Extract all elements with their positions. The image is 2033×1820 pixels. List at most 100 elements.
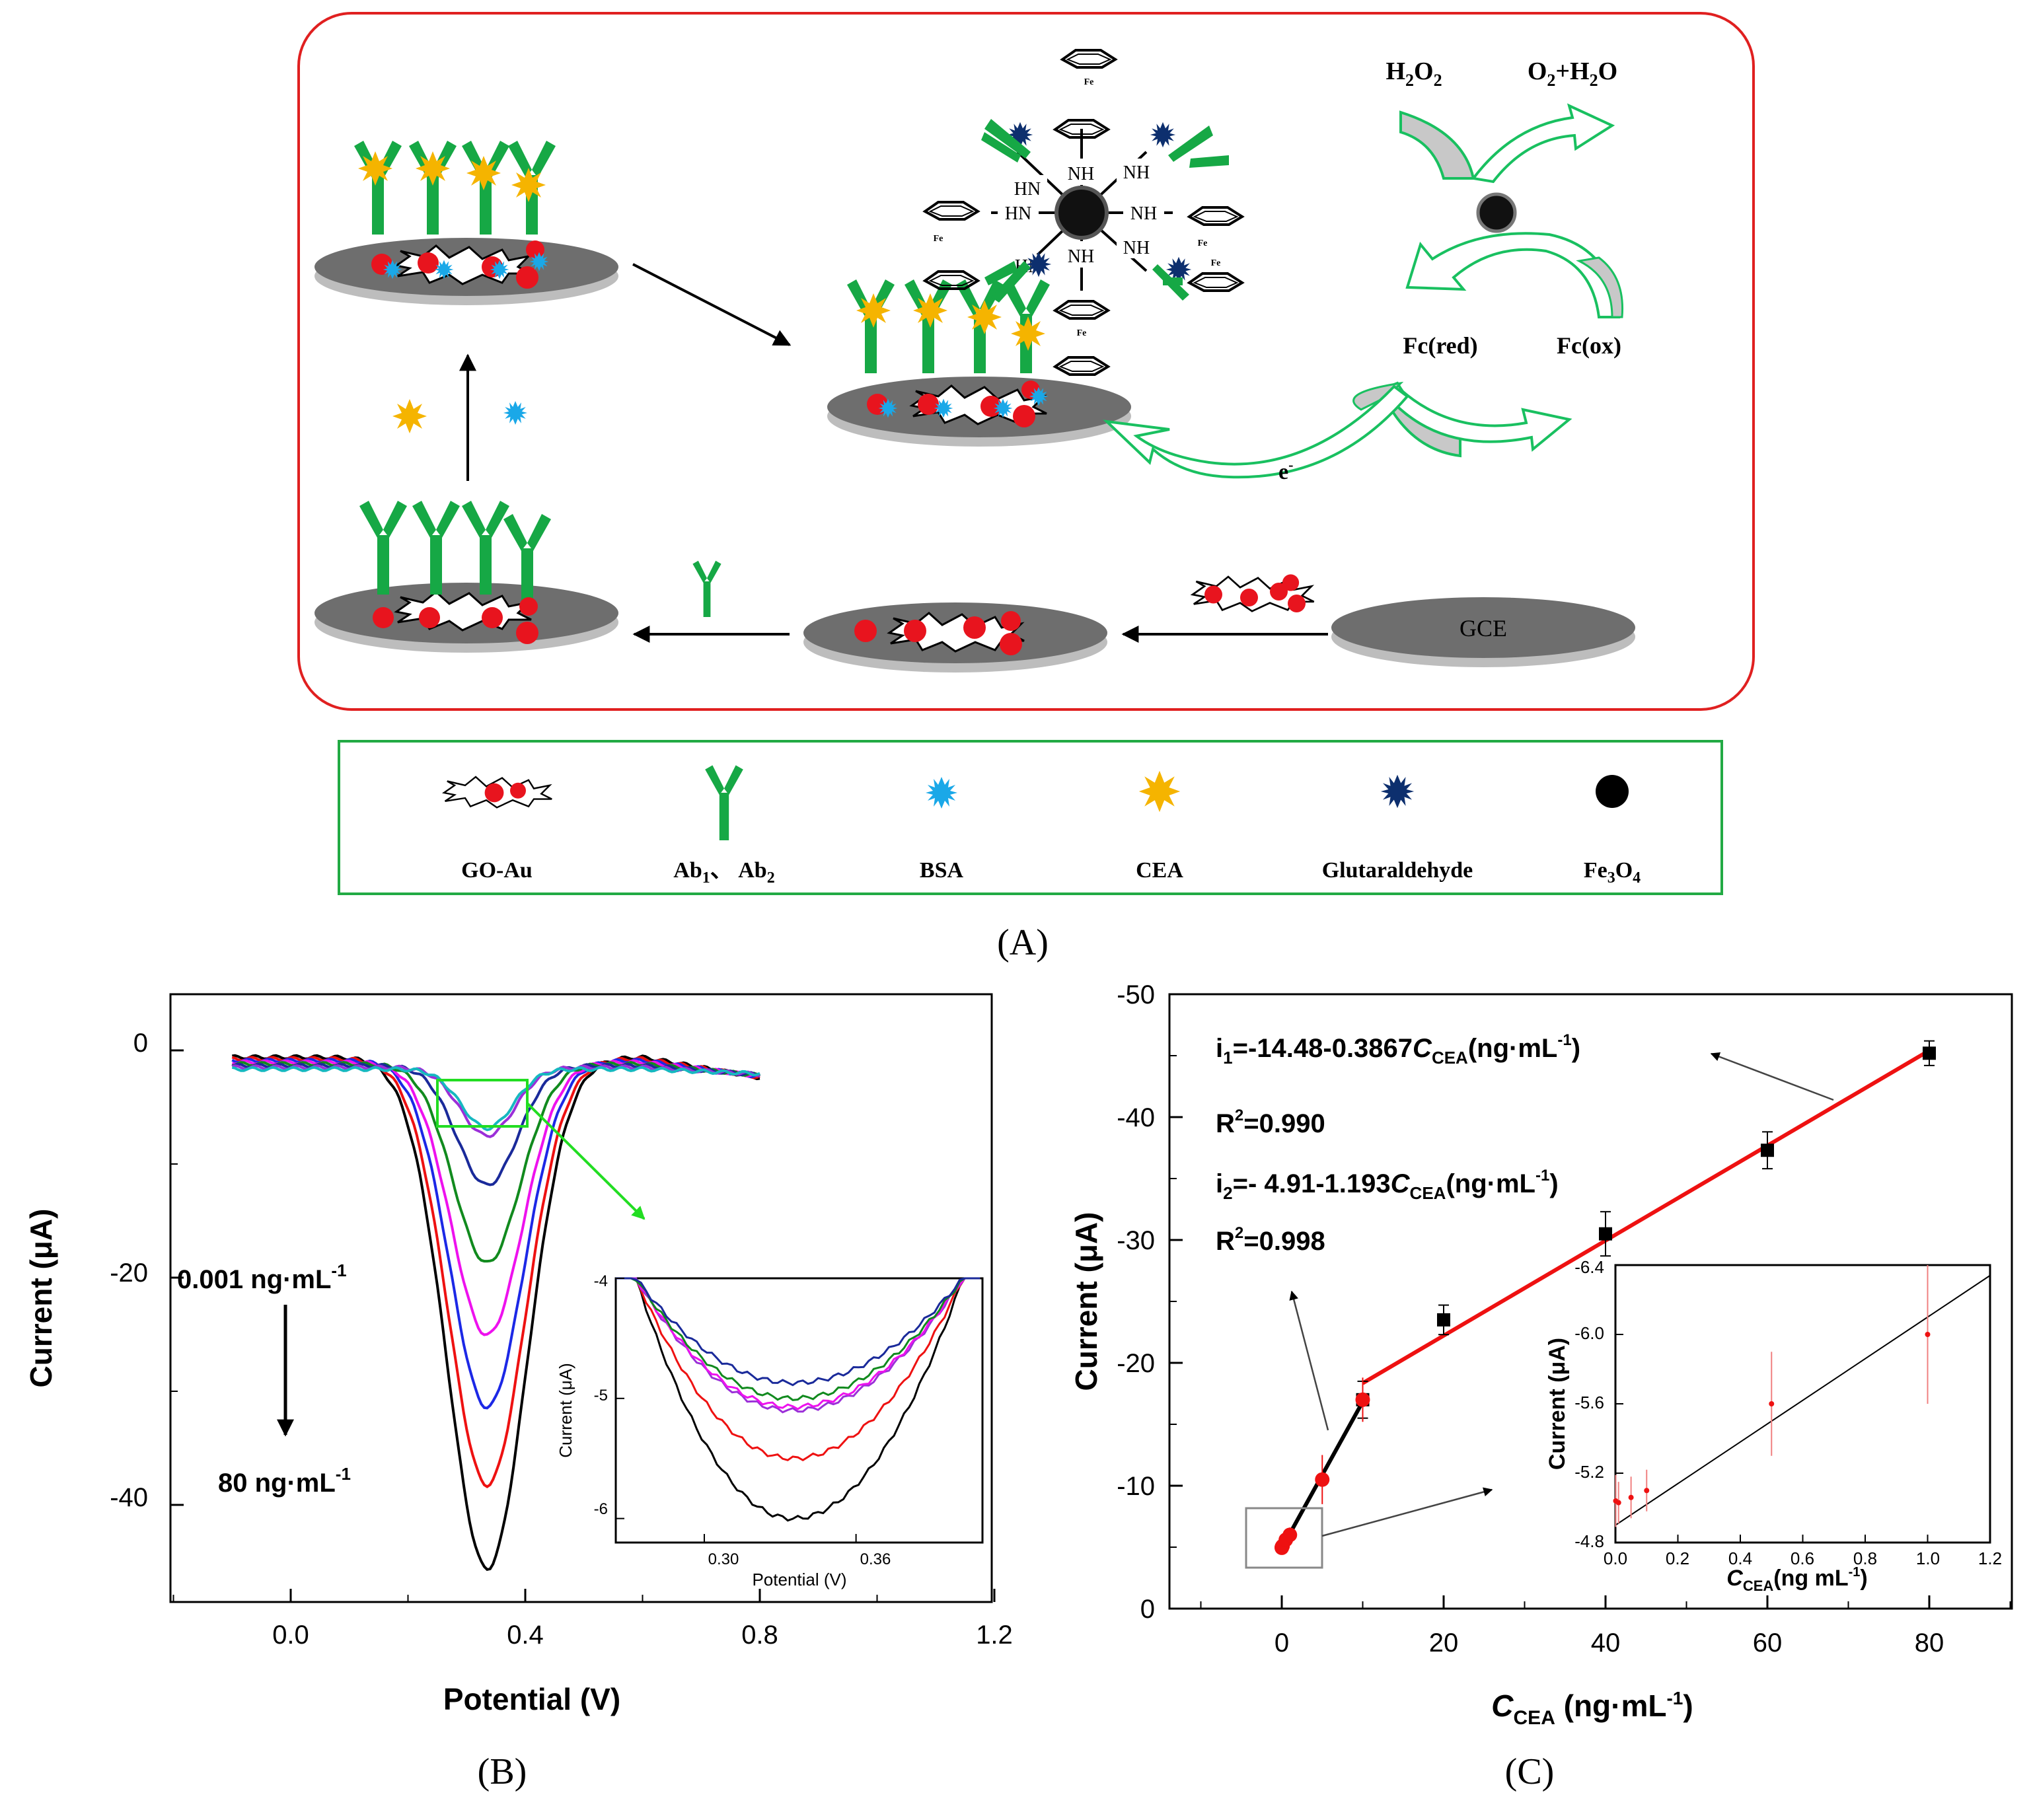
c-xtick: 40	[1591, 1628, 1621, 1657]
b-zoom-arrow	[526, 1102, 646, 1220]
legend-bsa: BSA	[920, 858, 964, 883]
c-ylabel: Current (μA)	[1069, 1212, 1103, 1391]
c-inset-point	[1769, 1401, 1775, 1406]
fe-label: Fe	[1077, 328, 1087, 338]
b-inset-frame	[614, 1277, 984, 1544]
hn-label: HN	[1014, 179, 1041, 200]
c-eq2-pointer	[1289, 1290, 1329, 1431]
panel-c: -50 -40 -30 -20 -10 0 0 20 40 60 80 CCEA…	[1069, 980, 2013, 1792]
b-curve-series	[231, 1064, 760, 1138]
nh-label: NH	[1068, 164, 1094, 184]
b-conc-low: 0.001 ng·mL-1	[177, 1260, 347, 1294]
b-inset-curve	[616, 1277, 980, 1387]
go-au-free	[1191, 574, 1315, 612]
c-eq1-pointer	[1710, 1052, 1834, 1101]
c-inset-ytick: -5.2	[1574, 1462, 1604, 1482]
c-xtick: 0	[1275, 1628, 1289, 1657]
c-xlabel: CCEA (ng·mL-1)	[1491, 1688, 1693, 1729]
b-xtick-3: 1.2	[976, 1620, 1013, 1650]
c-inset-ytick: -6.4	[1574, 1257, 1604, 1277]
fe3o4-legend-icon	[1596, 775, 1629, 808]
c-inset-ytick: -4.8	[1574, 1531, 1604, 1551]
c-inset-frame	[1614, 1264, 1991, 1544]
c-point-2	[1355, 1392, 1370, 1407]
legend-fe3o4: Fe3O4	[1584, 858, 1641, 887]
panel-b: 0 -20 -40 0.0 0.4 0.8 1.2 Potential (V) …	[24, 993, 1013, 1792]
c-ytick: -10	[1117, 1472, 1155, 1501]
c-inset-point	[1925, 1332, 1931, 1337]
b-inset-curve	[616, 1277, 980, 1462]
b-inset-curve	[616, 1277, 980, 1401]
caption-b: (B)	[478, 1751, 527, 1792]
c-inset-data	[1613, 1264, 1991, 1543]
c-point-1	[1599, 1227, 1612, 1241]
free-antibody	[692, 560, 721, 617]
c-inset-xtick: 1.2	[1978, 1548, 2002, 1568]
electrode-with-antibody	[314, 501, 618, 653]
b-curve-series	[231, 1062, 760, 1186]
nh-label: NH	[1123, 238, 1150, 258]
c-point-2	[1315, 1472, 1330, 1487]
c-point-1	[1761, 1144, 1774, 1157]
fe-label: Fe	[1198, 238, 1208, 248]
b-inset-ytick: -4	[594, 1272, 608, 1290]
electrode-sandwich	[827, 279, 1131, 447]
nh-label: NH	[1068, 246, 1094, 267]
b-ylabel: Current (μA)	[24, 1209, 58, 1388]
b-curve-series	[231, 1061, 761, 1263]
caption-a: (A)	[997, 922, 1049, 963]
c-zoom-arrow	[1321, 1487, 1493, 1537]
b-curve-series	[231, 1066, 760, 1132]
bsa-free	[503, 401, 527, 425]
gce-electrode: GCE	[1331, 597, 1635, 667]
antibody-legend-icon	[705, 765, 743, 840]
c-inset-xtick: 0.4	[1728, 1548, 1752, 1568]
c-eq2: i2=- 4.91-1.193CCEA(ng·mL-1)	[1216, 1167, 1559, 1203]
chart-b-curves	[231, 1054, 761, 1571]
nh-label: NH	[1123, 163, 1150, 183]
h2o2-label: H2O2	[1386, 57, 1442, 90]
c-xtick: 60	[1753, 1628, 1783, 1657]
fe-label: Fe	[1211, 258, 1221, 268]
b-inset-curve	[616, 1277, 980, 1522]
b-inset-ytick: -5	[594, 1387, 608, 1404]
c-ytick: 0	[1140, 1595, 1155, 1624]
fe-label: Fe	[934, 234, 943, 244]
fc-ox-label: Fc(ox)	[1557, 332, 1621, 359]
c-xtick: 80	[1915, 1628, 1944, 1657]
legend-ab: Ab1、 Ab2	[673, 858, 774, 887]
caption-c: (C)	[1505, 1751, 1555, 1792]
c-inset-ytick: -6.0	[1574, 1323, 1604, 1343]
b-inset-curve	[616, 1277, 980, 1410]
electron-label: e-	[1278, 456, 1293, 484]
b-xtick-1: 0.4	[507, 1620, 544, 1650]
scheme-frame	[297, 12, 1755, 711]
c-inset-xtick: 0.8	[1853, 1548, 1877, 1568]
arrow-to-sandwich	[632, 263, 792, 346]
b-conc-high: 80 ng·mL-1	[218, 1464, 351, 1498]
cea-free	[392, 399, 427, 433]
legend: GO-Au Ab1、 Ab2 BSA CEA Glutaraldehyde Fe…	[338, 740, 1723, 895]
chart-c-data	[1275, 1040, 1936, 1555]
b-xlabel: Potential (V)	[443, 1682, 620, 1716]
b-xtick-0: 0.0	[272, 1620, 309, 1650]
b-inset-curves	[616, 1277, 980, 1543]
fe-label: Fe	[1084, 77, 1094, 87]
c-inset-xtick: 0.2	[1666, 1548, 1689, 1568]
glutaraldehyde-legend-icon	[1380, 774, 1415, 809]
gce-label: GCE	[1460, 615, 1507, 641]
c-point-1	[1437, 1313, 1450, 1327]
fe3o4-catalyst	[1476, 192, 1517, 233]
b-inset-xtick: 0.30	[708, 1550, 739, 1568]
legend-glutaraldehyde: Glutaraldehyde	[1322, 858, 1473, 883]
b-ytick-0: 0	[133, 1029, 148, 1058]
c-r2-2: R2=0.998	[1216, 1224, 1325, 1256]
c-inset-point	[1644, 1488, 1650, 1494]
electrode-go-au	[803, 602, 1107, 673]
c-inset-xlabel: CCEA(ng mL-1)	[1726, 1565, 1867, 1594]
c-xtick: 20	[1429, 1628, 1459, 1657]
c-inset-xtick: 0.6	[1791, 1548, 1814, 1568]
legend-cea: CEA	[1136, 858, 1183, 883]
fe3o4-ferrocene-probe: NH NH HN NH HN NH HN NH Fe Fe Fe Fe Fe	[924, 49, 1243, 376]
